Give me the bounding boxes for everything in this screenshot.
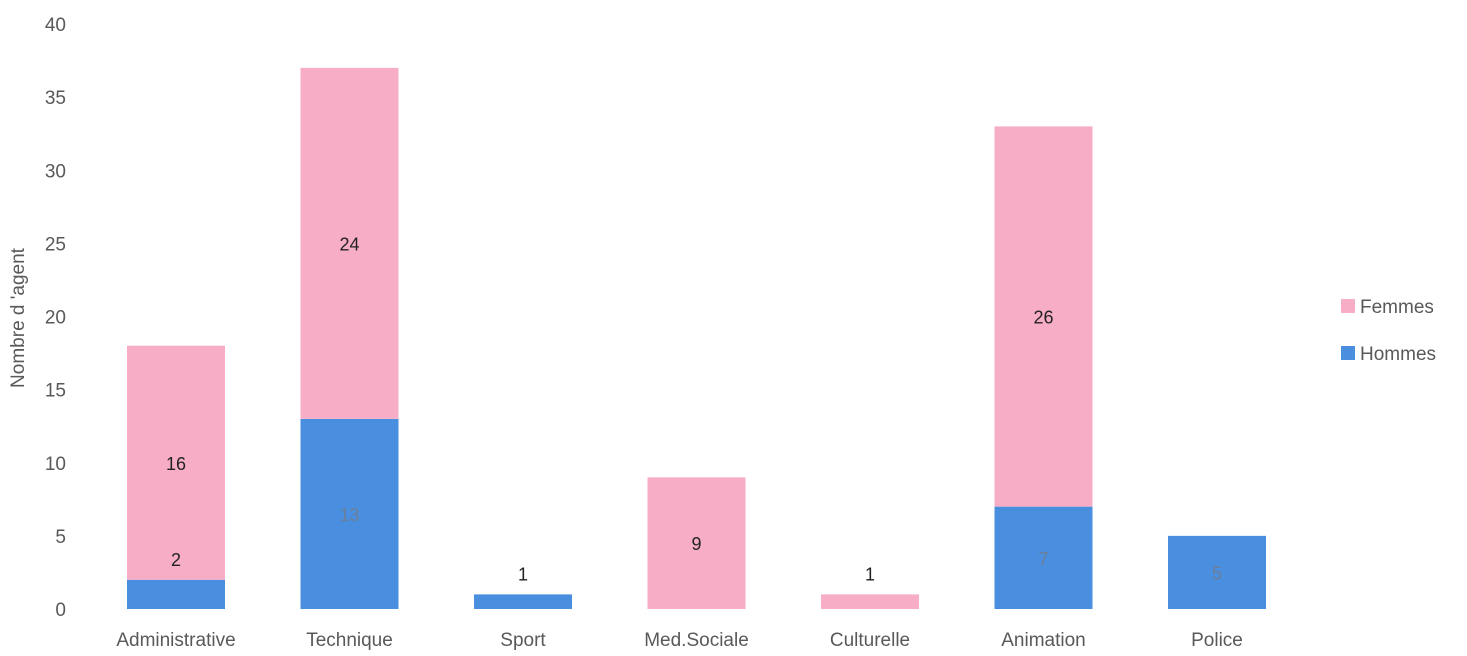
x-tick-label: Administrative [116, 630, 235, 651]
y-tick-label: 5 [55, 527, 66, 548]
legend-label-hommes: Hommes [1360, 344, 1436, 365]
bar-femmes-administrative [127, 345, 225, 580]
y-tick-label: 25 [45, 234, 66, 255]
y-tick-label: 30 [45, 161, 66, 182]
bar-hommes-administrative [127, 579, 225, 609]
legend-swatch-hommes [1341, 346, 1355, 360]
y-tick-label: 15 [45, 381, 66, 402]
data-label: 16 [166, 454, 186, 474]
y-axis: 0 5 10 15 20 25 30 35 40 [45, 15, 66, 621]
x-tick-label: Med.Sociale [644, 630, 749, 651]
y-tick-label: 10 [45, 454, 66, 475]
legend-swatch-femmes [1341, 299, 1355, 313]
x-tick-label: Animation [1001, 630, 1086, 651]
y-tick-label: 40 [45, 15, 66, 36]
data-label: 7 [1038, 549, 1048, 569]
bar-femmes-culturelle [821, 594, 919, 609]
bars-layer [127, 67, 1266, 609]
y-axis-title: Nombre d 'agent [8, 247, 29, 388]
y-tick-label: 0 [55, 600, 66, 621]
x-tick-label: Sport [500, 630, 546, 651]
bar-femmes-animation [994, 126, 1093, 507]
data-label: 13 [339, 505, 359, 525]
legend-label-femmes: Femmes [1360, 297, 1434, 318]
data-label: 2 [171, 550, 181, 570]
y-tick-label: 35 [45, 88, 66, 109]
bar-femmes-technique [300, 67, 399, 419]
y-tick-label: 20 [45, 308, 66, 329]
data-label: 1 [865, 564, 875, 584]
bar-hommes-technique [300, 418, 399, 609]
bar-hommes-animation [994, 506, 1093, 609]
data-label: 26 [1033, 308, 1053, 328]
x-tick-label: Culturelle [830, 630, 910, 651]
legend: Femmes Hommes [1341, 297, 1436, 365]
bar-hommes-police [1168, 535, 1266, 609]
bar-femmes-med-sociale [647, 477, 746, 609]
bar-hommes-sport [474, 594, 572, 609]
data-label: 5 [1212, 563, 1222, 583]
data-label: 24 [339, 234, 359, 254]
x-axis: Administrative Technique Sport Med.Sociale C… [116, 630, 1243, 651]
data-label: 9 [691, 534, 701, 554]
x-tick-label: Police [1191, 630, 1243, 651]
data-label: 1 [518, 564, 528, 584]
x-tick-label: Technique [306, 630, 393, 651]
